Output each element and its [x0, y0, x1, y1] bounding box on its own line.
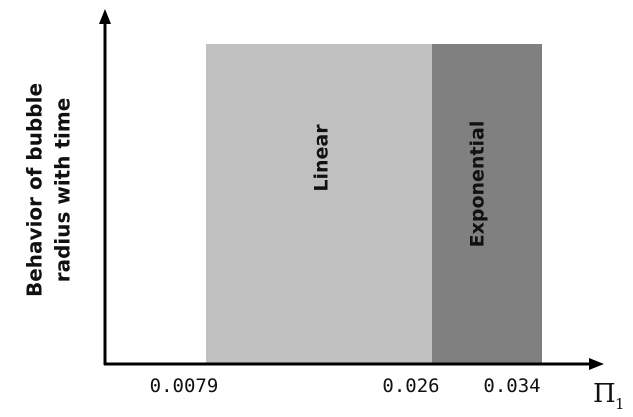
x-axis-label-subscript: 1 [615, 395, 625, 413]
y-axis-label-line1: Behavior of bubble [23, 83, 47, 297]
region-exponential [432, 44, 542, 364]
y-axis-arrowhead [99, 9, 111, 24]
tick-label-0.0079: 0.0079 [150, 375, 219, 397]
region-linear [206, 44, 432, 364]
x-axis-arrowhead [589, 358, 604, 370]
tick-label-0.026: 0.026 [382, 375, 439, 397]
y-axis-label-line2: radius with time [51, 98, 75, 283]
region-label-linear: Linear [311, 124, 333, 192]
region-label-exponential: Exponential [467, 121, 489, 248]
region-blank [108, 44, 206, 364]
x-axis-label-symbol: Π [593, 379, 616, 409]
tick-label-0.034: 0.034 [483, 375, 540, 397]
